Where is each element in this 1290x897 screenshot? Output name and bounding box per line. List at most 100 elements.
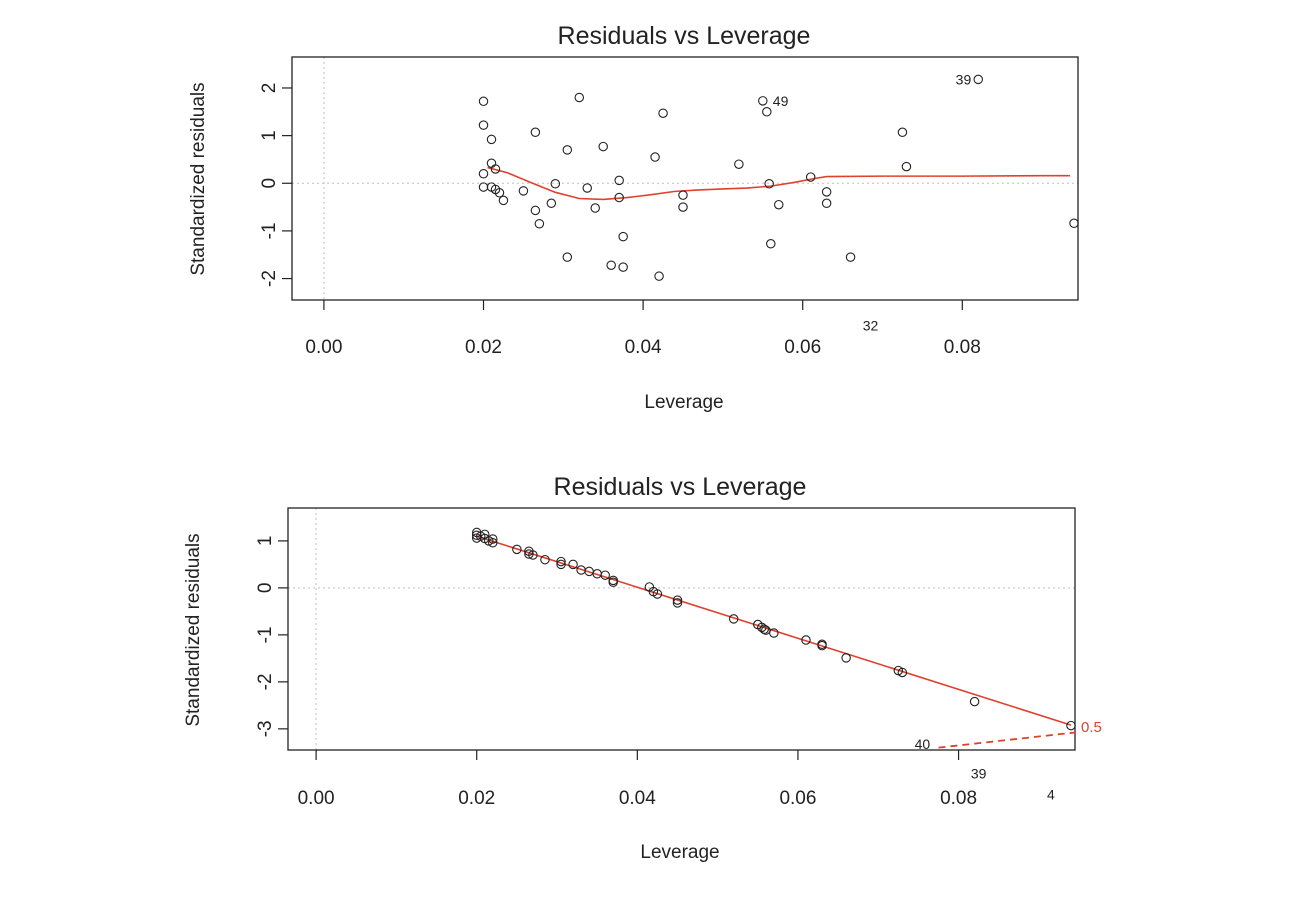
x-tick-label: 0.00 <box>305 337 342 358</box>
data-point <box>1066 720 1076 731</box>
point-label: 39 <box>956 71 972 87</box>
data-point <box>897 127 908 138</box>
data-point <box>556 556 566 567</box>
data-point <box>568 559 578 570</box>
data-point <box>478 120 489 130</box>
data-point <box>490 164 501 174</box>
data-point <box>801 635 811 645</box>
data-point <box>606 260 616 270</box>
data-point <box>821 198 832 209</box>
x-axis-label: Leverage <box>640 842 719 863</box>
y-axis-label: Standardized residuals <box>183 533 204 726</box>
y-tick-label: 1 <box>259 130 280 141</box>
data-point <box>969 696 980 707</box>
data-point <box>556 559 566 570</box>
data-point <box>678 190 688 200</box>
data-point <box>618 262 628 272</box>
data-point <box>672 595 683 605</box>
data-point <box>658 108 668 118</box>
data-point <box>608 577 618 587</box>
data-point <box>530 127 541 138</box>
plot-frame <box>291 56 1079 301</box>
point-label: 32 <box>863 317 879 333</box>
point-label: 49 <box>773 93 789 109</box>
data-point <box>512 544 522 555</box>
cooks-distance-line <box>938 731 1075 749</box>
data-point <box>486 158 497 169</box>
data-point <box>764 178 774 189</box>
data-point <box>574 92 585 103</box>
panel-2: Residuals vs Leverage Leverage Standardi… <box>183 473 1102 863</box>
x-tick-label: 0.04 <box>625 337 662 358</box>
data-point <box>774 199 784 210</box>
x-axis-label: Leverage <box>644 392 723 413</box>
data-point <box>618 231 628 242</box>
data-point <box>590 203 600 213</box>
data-point <box>488 534 498 544</box>
data-point <box>897 667 908 678</box>
data-point <box>478 96 489 107</box>
x-tick-label: 0.06 <box>784 337 821 358</box>
point-label: 4 <box>1047 787 1055 803</box>
y-tick-label: -2 <box>259 270 280 287</box>
data-point <box>534 219 545 229</box>
x-tick-label: 0.06 <box>779 788 816 809</box>
data-point <box>524 549 534 559</box>
data-point <box>762 107 772 117</box>
y-tick-label: 2 <box>259 83 280 94</box>
data-point <box>769 628 779 638</box>
y-tick-label: -1 <box>259 222 280 239</box>
plot-frame <box>287 507 1076 751</box>
data-point <box>973 74 984 85</box>
data-point <box>582 183 592 193</box>
data-point <box>845 252 856 262</box>
data-point <box>600 570 610 580</box>
data-point <box>678 202 688 212</box>
chart-title: Residuals vs Leverage <box>554 473 807 501</box>
x-tick-label: 0.02 <box>465 337 502 358</box>
data-point <box>650 152 660 162</box>
data-point <box>478 182 489 192</box>
data-point <box>654 271 664 281</box>
smooth-line <box>476 535 1072 726</box>
data-point <box>761 625 771 635</box>
x-tick-label: 0.04 <box>619 788 656 809</box>
data-point <box>672 598 683 608</box>
y-tick-label: 0 <box>255 583 276 594</box>
y-axis-label: Standardized residuals <box>188 82 209 275</box>
y-tick-label: -2 <box>255 673 276 690</box>
data-point <box>841 653 851 663</box>
data-point <box>817 640 827 651</box>
x-tick-label: 0.00 <box>298 788 335 809</box>
data-point <box>498 195 509 206</box>
x-tick-label: 0.08 <box>940 788 977 809</box>
point-label: 39 <box>971 765 987 781</box>
data-point <box>759 624 769 634</box>
point-label: 40 <box>915 736 931 752</box>
y-tick-label: 1 <box>255 536 276 547</box>
data-point <box>550 178 561 189</box>
data-point <box>758 96 768 106</box>
y-tick-label: -3 <box>255 720 276 737</box>
data-point <box>614 192 624 203</box>
data-point <box>805 172 816 182</box>
data-point <box>598 141 608 152</box>
data-point <box>546 198 557 209</box>
data-point <box>486 134 497 145</box>
x-tick-label: 0.02 <box>458 788 495 809</box>
data-point <box>494 188 505 198</box>
data-point <box>518 186 529 196</box>
smooth-line <box>487 166 1071 201</box>
x-tick-label: 0.08 <box>944 337 981 358</box>
data-point <box>530 205 541 216</box>
panel-1: Residuals vs Leverage Leverage Standardi… <box>188 22 1079 413</box>
data-point <box>478 168 489 179</box>
data-point <box>614 175 624 186</box>
data-point <box>1069 218 1079 229</box>
y-tick-label: 0 <box>259 178 280 189</box>
data-point <box>728 614 739 624</box>
data-point <box>562 252 573 262</box>
data-point <box>652 589 663 599</box>
data-point <box>488 538 498 548</box>
